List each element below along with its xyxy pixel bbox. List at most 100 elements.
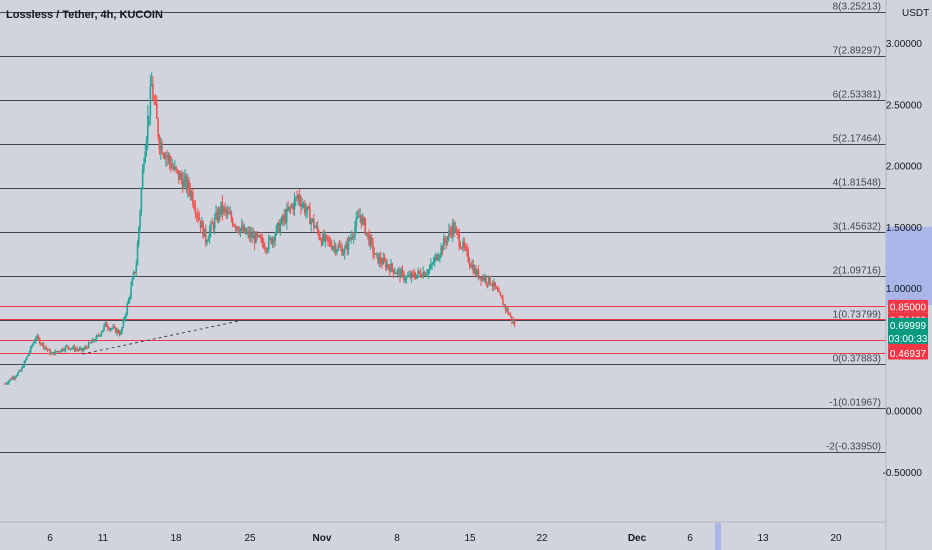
candle-body [305, 210, 307, 213]
candle-body [498, 291, 500, 293]
candle-body [231, 219, 234, 226]
currency-label: USDT [902, 8, 929, 19]
candle-body [332, 246, 334, 250]
candle-body [68, 347, 71, 350]
candle-body [324, 235, 327, 241]
candle-body [172, 167, 175, 170]
price-axis[interactable]: 3.00000 2.50000 2.00000 1.50000 1.00000 0.000… [883, 0, 932, 550]
candle-body [73, 346, 76, 351]
trendline [82, 319, 245, 355]
candle-body [233, 225, 235, 227]
candle-body [262, 242, 265, 248]
candle-body [484, 276, 486, 281]
candle-body [347, 238, 350, 250]
candle-body [131, 278, 134, 286]
candle-body [147, 115, 149, 140]
candle-body [311, 218, 314, 221]
candle-body [267, 238, 270, 250]
candle-body [255, 233, 257, 244]
candle-body [213, 217, 216, 229]
countdown-label: 03:00:33 [889, 334, 928, 345]
time-tick-label: 13 [757, 533, 769, 544]
time-tick-label: Nov [313, 533, 332, 544]
candle-body [201, 221, 203, 228]
candle-body [107, 327, 109, 329]
candle-body [320, 239, 323, 245]
candle-body [329, 240, 332, 246]
candle-body [454, 228, 457, 233]
candle-body [225, 209, 228, 213]
time-axis[interactable]: 6 11 18 25 Nov 8 15 22 Dec 6 13 20 [0, 521, 886, 550]
candle-body [359, 215, 361, 218]
candle-body [408, 274, 410, 277]
candle-body [130, 285, 132, 298]
candle-body [246, 232, 248, 234]
price-tick-label: 2.00000 [886, 162, 923, 173]
candle-body [458, 234, 460, 246]
candle-body [64, 346, 67, 351]
candle-body [354, 227, 356, 237]
candle-body [338, 246, 341, 248]
candle-body [511, 316, 513, 322]
candle-body [180, 173, 183, 180]
candle-body [120, 331, 122, 335]
candle-body [185, 176, 188, 190]
candle-body [500, 295, 503, 299]
candle-body [258, 235, 261, 238]
candle-body [110, 328, 113, 330]
candle-body [491, 285, 494, 287]
candle-body [378, 257, 381, 264]
candle-body [41, 343, 44, 345]
candle-body [421, 276, 423, 278]
candle-body [140, 188, 143, 212]
candle-body [96, 335, 99, 337]
candle-body [502, 298, 504, 306]
candle-body [278, 222, 280, 233]
candle-body [229, 213, 231, 215]
candle-body [414, 276, 417, 279]
candle-body [265, 248, 267, 251]
candle-body [118, 333, 121, 335]
candle-body [270, 237, 273, 244]
candle-body [222, 207, 225, 213]
candle-body [188, 180, 190, 190]
price-tick-label: 0.00000 [886, 407, 923, 418]
candle-body [22, 367, 24, 369]
candle-body [418, 270, 421, 273]
candle-body [396, 270, 399, 274]
candle-body [261, 237, 264, 243]
candle-body [296, 197, 298, 199]
candle-body [224, 207, 226, 210]
candle-body [249, 233, 252, 238]
candle-body [364, 219, 367, 235]
candle-body [297, 195, 300, 199]
candle-body [298, 195, 301, 202]
candle-body [139, 211, 141, 228]
candle-body [325, 235, 328, 237]
candle-body [337, 246, 340, 251]
fib-level-label: -2(-0.33950) [826, 442, 881, 453]
price-tick-label: 2.50000 [886, 100, 923, 111]
candle-body [379, 257, 382, 263]
candle-body [171, 167, 174, 169]
candle-body [288, 206, 291, 210]
candles [4, 72, 516, 385]
current-price-tag-label: 0.69999 [890, 321, 927, 332]
candle-body [300, 201, 302, 207]
candle-body [388, 267, 391, 272]
candle-body [437, 258, 440, 261]
candle-body [478, 276, 481, 279]
candle-body [183, 179, 185, 189]
candle-body [480, 276, 482, 281]
candle-body [103, 325, 105, 330]
candle-body [13, 377, 15, 379]
candle-body [210, 222, 212, 231]
candle-body [238, 230, 240, 233]
time-tick-label: Dec [628, 533, 647, 544]
candle-body [319, 237, 322, 240]
candle-body [144, 151, 147, 163]
candle-body [306, 206, 309, 211]
candle-body [394, 272, 396, 274]
level-tag-bg [888, 299, 928, 313]
